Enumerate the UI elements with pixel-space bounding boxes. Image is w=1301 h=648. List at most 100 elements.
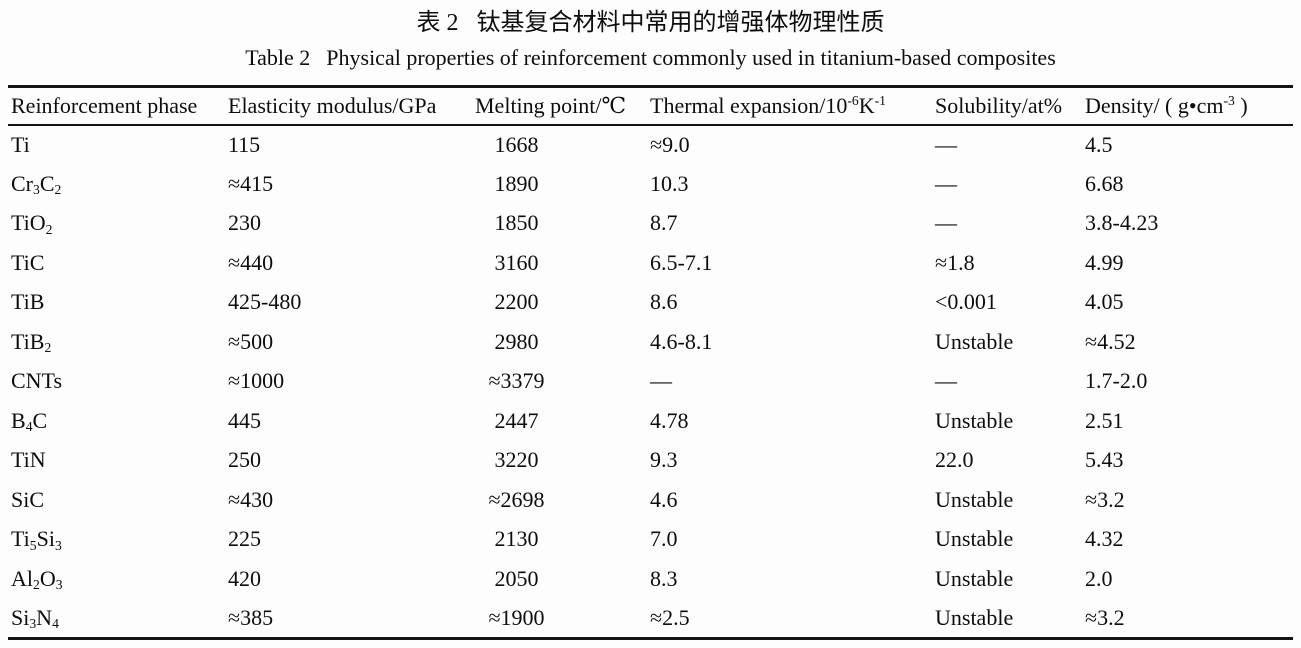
- table-row: TiB 425-480 2200 8.6 <0.001 4.05: [8, 283, 1293, 323]
- table-caption-chinese-text: 钛基复合材料中常用的增强体物理性质: [476, 10, 885, 36]
- cell-melting: 2980: [494, 328, 539, 354]
- cell-modulus: ≈415: [228, 170, 274, 196]
- cell-phase: TiB2: [11, 328, 52, 356]
- cell-modulus: ≈385: [228, 604, 274, 630]
- cell-phase: TiN: [11, 447, 46, 473]
- cell-melting: 1668: [494, 131, 539, 157]
- cell-melting: 2050: [494, 565, 539, 591]
- header-row: Reinforcement phase Elasticity modulus/G…: [8, 86, 1293, 126]
- cell-melting: 2447: [494, 407, 539, 433]
- cell-modulus: 225: [228, 526, 261, 552]
- cell-density: 2.51: [1085, 407, 1124, 433]
- cell-melting: ≈3379: [488, 368, 545, 394]
- table-caption-english-label: Table 2: [245, 45, 311, 70]
- cell-density: 3.8-4.23: [1085, 210, 1159, 236]
- cell-expansion: 10.3: [650, 170, 689, 196]
- cell-solubility: Unstable: [935, 407, 1014, 433]
- cell-phase: CNTs: [11, 368, 63, 394]
- cell-modulus: 420: [228, 565, 261, 591]
- cell-density: 4.32: [1085, 526, 1124, 552]
- cell-melting: 3160: [494, 249, 539, 275]
- cell-expansion: 4.6-8.1: [650, 328, 713, 354]
- cell-modulus: 425-480: [228, 289, 302, 315]
- cell-solubility: —: [935, 368, 957, 394]
- cell-expansion: 7.0: [650, 526, 678, 552]
- cell-expansion: 4.6: [650, 486, 678, 512]
- cell-phase: Cr3C2: [11, 170, 62, 198]
- cell-density: 4.99: [1085, 249, 1124, 275]
- cell-expansion: 8.6: [650, 289, 678, 315]
- table-caption-english: Table 2 Physical properties of reinforcem…: [0, 44, 1301, 72]
- cell-modulus: ≈1000: [228, 368, 285, 394]
- cell-solubility: —: [935, 210, 957, 236]
- table-row: Ti5Si3 225 2130 7.0 Unstable 4.32: [8, 520, 1293, 560]
- cell-solubility: Unstable: [935, 328, 1014, 354]
- column-header-density: Density/ ( g•cm-3 ): [1085, 86, 1293, 126]
- cell-phase: TiO2: [11, 210, 53, 237]
- cell-expansion: —: [650, 368, 672, 394]
- table-caption-chinese-label: 表 2: [416, 10, 459, 36]
- table-row: CNTs ≈1000 ≈3379 — — 1.7-2.0: [8, 362, 1293, 402]
- table-row: TiO2 230 1850 8.7 — 3.8-4.23: [8, 204, 1293, 244]
- document-page: 表 2 钛基复合材料中常用的增强体物理性质 Table 2 Physical pro…: [0, 9, 1301, 648]
- table-row: Ti 115 1668 ≈9.0 — 4.5: [8, 125, 1293, 165]
- cell-expansion: 8.3: [650, 565, 678, 591]
- cell-phase: Ti: [11, 131, 30, 157]
- cell-density: 4.5: [1085, 131, 1113, 157]
- cell-density: 5.43: [1085, 447, 1124, 473]
- column-header-reinforcement-phase: Reinforcement phase: [8, 86, 228, 126]
- table-caption-chinese: 表 2 钛基复合材料中常用的增强体物理性质: [0, 9, 1301, 37]
- table-body: Ti 115 1668 ≈9.0 — 4.5 Cr3C2 ≈415 1890 10.3 — 6.68 T…: [8, 125, 1293, 639]
- cell-phase: Ti5Si3: [11, 526, 62, 553]
- cell-modulus: 230: [228, 210, 261, 236]
- column-header-solubility: Solubility/at%: [935, 86, 1085, 126]
- table-row: TiB2 ≈500 2980 4.6-8.1 Unstable ≈4.52: [8, 322, 1293, 362]
- cell-density: 2.0: [1085, 565, 1113, 591]
- cell-phase: TiB: [11, 289, 45, 315]
- cell-melting: ≈1900: [488, 604, 545, 630]
- cell-solubility: ≈1.8: [935, 249, 975, 275]
- cell-solubility: Unstable: [935, 604, 1014, 630]
- cell-expansion: ≈2.5: [650, 604, 690, 630]
- cell-expansion: 9.3: [650, 447, 678, 473]
- table-row: TiC ≈440 3160 6.5-7.1 ≈1.8 4.99: [8, 243, 1293, 283]
- cell-melting: 3220: [494, 447, 539, 473]
- column-header-thermal-expansion: Thermal expansion/10-6K-1: [650, 86, 935, 126]
- cell-solubility: 22.0: [935, 447, 974, 473]
- cell-solubility: Unstable: [935, 526, 1014, 552]
- cell-solubility: Unstable: [935, 486, 1014, 512]
- table-row: Al2O3 420 2050 8.3 Unstable 2.0: [8, 559, 1293, 599]
- column-header-melting-point: Melting point/℃: [475, 86, 650, 126]
- cell-phase: Al2O3: [11, 565, 63, 593]
- table-row: Si3N4 ≈385 ≈1900 ≈2.5 Unstable ≈3.2: [8, 599, 1293, 639]
- cell-density: 4.05: [1085, 289, 1124, 315]
- cell-expansion: 6.5-7.1: [650, 249, 713, 275]
- cell-density: 1.7-2.0: [1085, 368, 1148, 394]
- table-row: SiC ≈430 ≈2698 4.6 Unstable ≈3.2: [8, 480, 1293, 520]
- cell-modulus: 445: [228, 407, 261, 433]
- cell-solubility: Unstable: [935, 565, 1014, 591]
- cell-expansion: ≈9.0: [650, 131, 690, 157]
- cell-expansion: 8.7: [650, 210, 678, 236]
- properties-table: Reinforcement phase Elasticity modulus/G…: [8, 85, 1293, 640]
- cell-phase: TiC: [11, 249, 45, 275]
- cell-modulus: ≈500: [228, 328, 274, 354]
- cell-phase: B4C: [11, 407, 48, 435]
- cell-phase: SiC: [11, 486, 45, 512]
- cell-solubility: —: [935, 131, 957, 157]
- cell-melting: 2130: [494, 526, 539, 552]
- cell-modulus: ≈430: [228, 486, 274, 512]
- table-row: B4C 445 2447 4.78 Unstable 2.51: [8, 401, 1293, 441]
- cell-density: ≈3.2: [1085, 486, 1125, 512]
- cell-density: 6.68: [1085, 170, 1124, 196]
- cell-melting: ≈2698: [488, 486, 545, 512]
- cell-density: ≈3.2: [1085, 604, 1125, 630]
- cell-modulus: ≈440: [228, 249, 274, 275]
- cell-melting: 1850: [494, 210, 539, 236]
- table-row: TiN 250 3220 9.3 22.0 5.43: [8, 441, 1293, 481]
- cell-phase: Si3N4: [11, 604, 59, 631]
- table-caption-english-text: Physical properties of reinforcement com…: [326, 45, 1056, 70]
- column-header-elasticity-modulus: Elasticity modulus/GPa: [228, 86, 475, 126]
- cell-melting: 2200: [494, 289, 539, 315]
- cell-solubility: —: [935, 170, 957, 196]
